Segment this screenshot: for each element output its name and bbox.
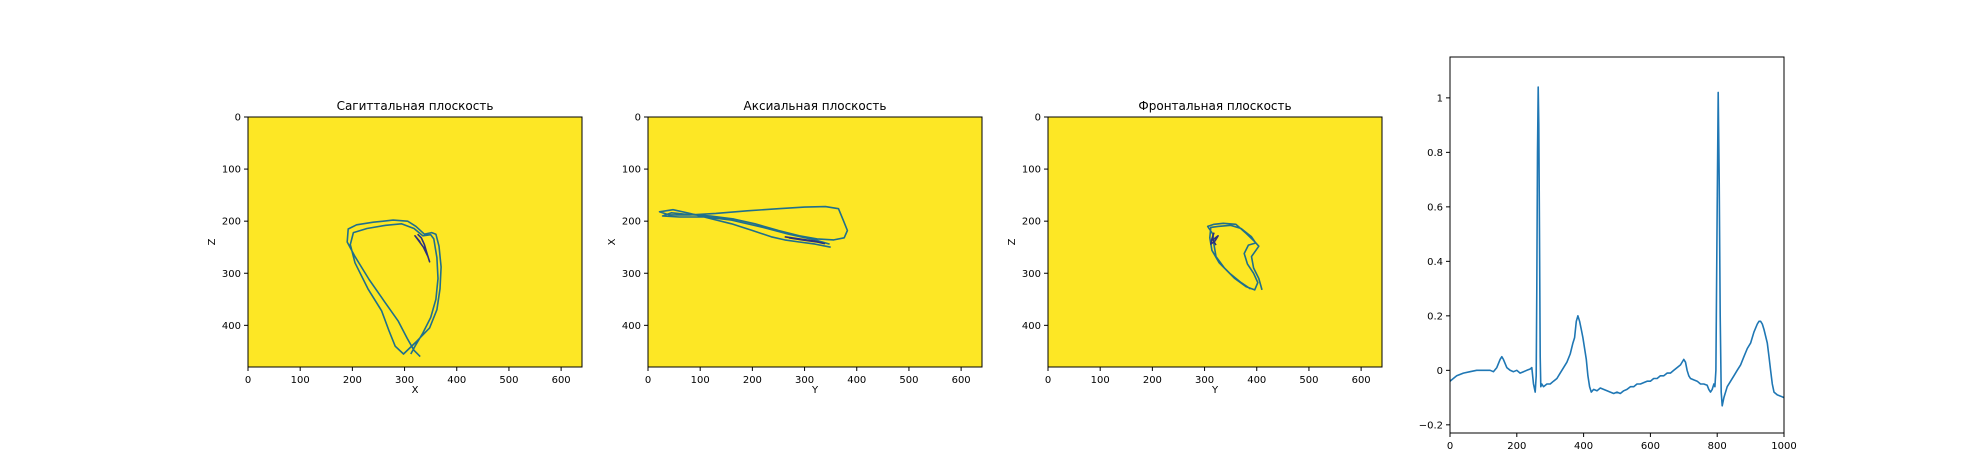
x-tick-label: 200 — [343, 375, 362, 386]
x-tick-label: 600 — [952, 375, 971, 386]
x-tick-label: 600 — [1641, 441, 1660, 452]
y-tick-label: 0.8 — [1427, 148, 1443, 159]
y-tick-label: 200 — [1022, 217, 1041, 228]
series-line — [414, 233, 431, 263]
series-line — [1206, 222, 1263, 291]
y-tick-label: 400 — [1022, 321, 1041, 332]
series-line — [658, 205, 849, 248]
x-tick-label: 0 — [1447, 441, 1453, 452]
x-tick-label: 0 — [245, 375, 251, 386]
y-tick-label: 200 — [622, 217, 641, 228]
panel-title: Фронтальная плоскость — [1138, 99, 1291, 113]
y-tick-label: 0.2 — [1427, 311, 1443, 322]
y-tick-label: 0 — [235, 113, 241, 124]
series-line — [784, 236, 826, 245]
x-tick-label: 400 — [847, 375, 866, 386]
y-tick-label: 100 — [622, 165, 641, 176]
x-tick-label: 500 — [899, 375, 918, 386]
frontal-plane-panel: Фронтальная плоскость Y Z 0 100 200 300 400 5… — [1007, 99, 1383, 396]
x-tick-label: 500 — [499, 375, 518, 386]
axial-plane-panel: Аксиальная плоскость Y X 0 100 200 300 400 50… — [607, 99, 983, 396]
x-tick-label: 600 — [552, 375, 571, 386]
x-axis-label: Y — [1211, 385, 1219, 396]
x-tick-label: 500 — [1299, 375, 1318, 386]
x-tick-label: 300 — [795, 375, 814, 386]
sagittal-plane-panel: Сагиттальная плоскость X Z 0 100 200 300 400… — [207, 99, 583, 396]
x-tick-label: 300 — [1195, 375, 1214, 386]
x-axis-label: Y — [811, 385, 819, 396]
y-tick-label: −0.2 — [1419, 420, 1443, 431]
series-line — [1210, 232, 1219, 246]
y-tick-label: 0.4 — [1427, 257, 1443, 268]
x-tick-label: 400 — [1247, 375, 1266, 386]
x-tick-label: 0 — [1045, 375, 1051, 386]
ecg-signal-panel: 0 200 400 600 800 1000 −0.2 0 0.2 0.4 0.6 0.8 1 — [1419, 56, 1797, 452]
plot-area-background — [248, 117, 582, 367]
x-tick-label: 600 — [1352, 375, 1371, 386]
y-tick-label: 100 — [222, 165, 241, 176]
y-tick-label: 0.6 — [1427, 202, 1443, 213]
y-tick-label: 300 — [622, 269, 641, 280]
plot-area-background — [1450, 57, 1784, 433]
y-axis-label: Z — [207, 238, 218, 245]
y-tick-label: 200 — [222, 217, 241, 228]
x-tick-label: 200 — [1143, 375, 1162, 386]
x-tick-label: 200 — [1507, 441, 1526, 452]
y-axis-label: X — [607, 238, 618, 245]
plot-frame — [647, 116, 983, 368]
y-tick-label: 0 — [1437, 366, 1443, 377]
y-tick-label: 300 — [222, 269, 241, 280]
plot-frame — [1449, 56, 1785, 434]
y-axis-label: Z — [1007, 238, 1018, 245]
x-tick-label: 200 — [743, 375, 762, 386]
y-tick-label: 100 — [1022, 165, 1041, 176]
y-tick-label: 300 — [1022, 269, 1041, 280]
y-tick-label: 400 — [622, 321, 641, 332]
series-line — [1449, 86, 1785, 407]
plot-frame — [1047, 116, 1383, 368]
panel-title: Сагиттальная плоскость — [337, 99, 494, 113]
series-line — [346, 219, 442, 358]
plot-frame — [247, 116, 583, 368]
x-tick-label: 400 — [1574, 441, 1593, 452]
y-tick-label: 0 — [635, 113, 641, 124]
x-tick-label: 100 — [1091, 375, 1110, 386]
x-tick-label: 400 — [447, 375, 466, 386]
x-tick-label: 100 — [291, 375, 310, 386]
x-tick-label: 800 — [1708, 441, 1727, 452]
x-axis-label: X — [412, 385, 419, 396]
x-tick-label: 100 — [691, 375, 710, 386]
y-tick-label: 1 — [1437, 93, 1443, 104]
panel-title: Аксиальная плоскость — [744, 99, 887, 113]
x-tick-label: 0 — [645, 375, 651, 386]
x-tick-label: 1000 — [1771, 441, 1796, 452]
x-tick-label: 300 — [395, 375, 414, 386]
y-tick-label: 400 — [222, 321, 241, 332]
y-tick-label: 0 — [1035, 113, 1041, 124]
